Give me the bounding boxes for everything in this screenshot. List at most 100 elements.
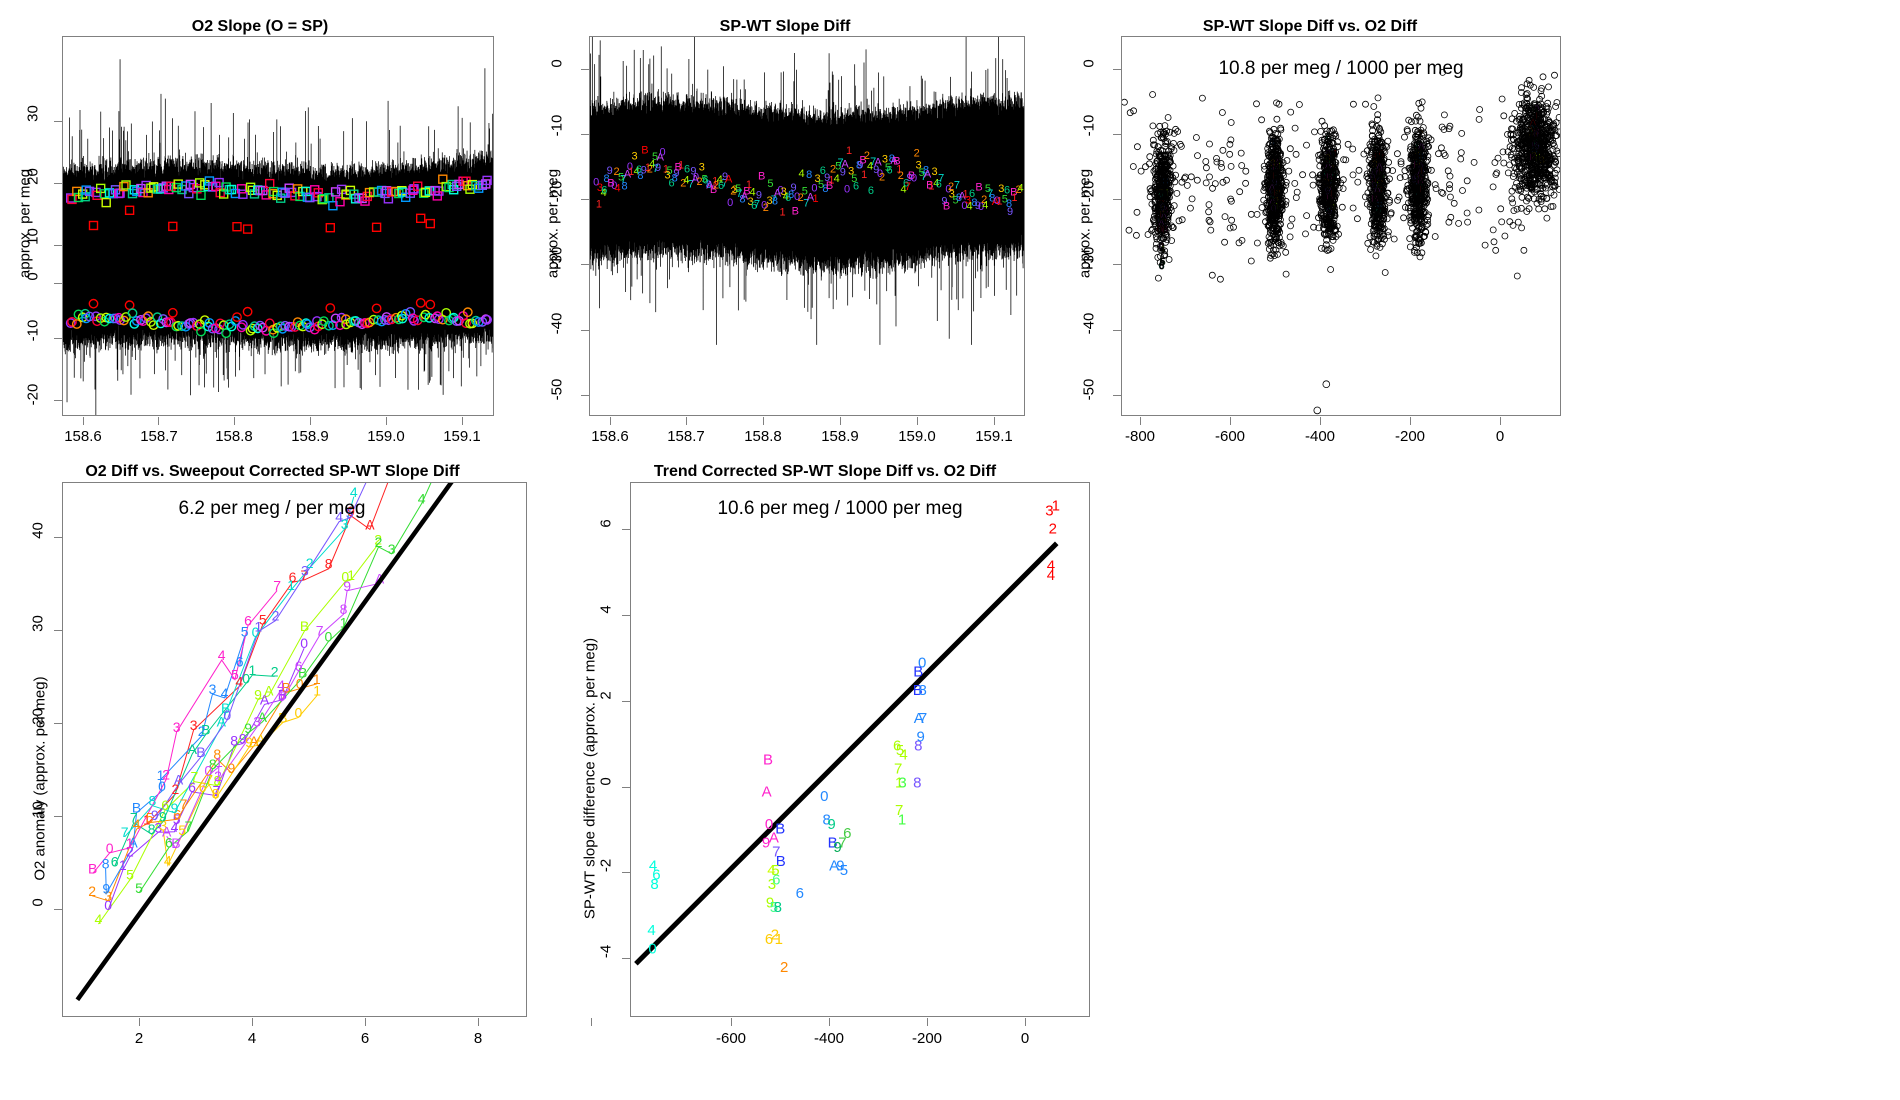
xtickmark-p2-3 [840, 417, 841, 425]
ytickmark-p3-3 [1113, 264, 1121, 265]
panel-trend-corrected-annotation: 10.6 per meg / 1000 per meg [717, 498, 963, 519]
svg-text:1: 1 [780, 206, 786, 218]
svg-text:5: 5 [259, 611, 267, 627]
svg-text:1: 1 [215, 754, 223, 770]
svg-text:6: 6 [161, 797, 169, 813]
svg-text:9: 9 [857, 160, 863, 172]
ytick-p5-2: 2 [597, 691, 615, 700]
svg-text:9: 9 [1272, 178, 1278, 189]
svg-text:6: 6 [853, 181, 859, 193]
svg-text:2: 2 [1049, 521, 1057, 538]
svg-text:4: 4 [221, 685, 229, 701]
svg-text:A: A [1269, 183, 1276, 194]
svg-text:3: 3 [768, 876, 776, 893]
svg-text:6: 6 [936, 179, 942, 191]
ytickmark-p3-0 [1113, 69, 1121, 70]
xtick-p2-2: 158.8 [744, 428, 782, 445]
ytickmark-p4-2 [54, 723, 62, 724]
svg-text:0: 0 [1372, 168, 1378, 179]
svg-text:1: 1 [313, 671, 321, 687]
ytick-p3-m10: -10 [1080, 114, 1098, 137]
svg-text:3: 3 [1531, 151, 1537, 162]
svg-text:2: 2 [948, 181, 954, 193]
p2-run-labels: 0134689B024578A0134689B124579A0135689B12… [593, 145, 1024, 219]
svg-text:6: 6 [1272, 174, 1278, 185]
svg-text:5: 5 [1532, 107, 1538, 118]
svg-text:B: B [758, 171, 765, 183]
svg-text:7: 7 [938, 172, 944, 184]
svg-text:4: 4 [277, 677, 285, 693]
svg-text:A: A [769, 830, 779, 847]
svg-text:9: 9 [245, 734, 253, 750]
svg-text:4: 4 [235, 673, 243, 689]
svg-text:9: 9 [917, 728, 925, 745]
svg-text:7: 7 [130, 810, 138, 826]
svg-text:1: 1 [1419, 166, 1425, 177]
svg-text:2: 2 [614, 166, 620, 178]
svg-text:0: 0 [978, 201, 984, 213]
svg-text:7: 7 [688, 179, 694, 191]
svg-text:5: 5 [346, 505, 354, 521]
svg-text:8: 8 [1377, 200, 1383, 211]
svg-text:2: 2 [1329, 164, 1335, 175]
svg-text:B: B [278, 687, 287, 703]
svg-text:0: 0 [918, 655, 926, 672]
svg-text:5: 5 [919, 167, 925, 179]
svg-text:4: 4 [1330, 203, 1336, 214]
ytick-p5-0: 0 [597, 777, 615, 786]
xtickmark-p1-4 [386, 417, 387, 425]
ytickmark-p2-2 [581, 199, 589, 200]
xtick-p5-2: -200 [911, 1030, 943, 1047]
svg-text:0: 0 [158, 778, 166, 794]
svg-text:5: 5 [851, 173, 857, 185]
svg-text:0: 0 [106, 840, 114, 856]
svg-text:7: 7 [722, 178, 728, 190]
svg-text:7: 7 [895, 802, 903, 819]
svg-text:9: 9 [607, 165, 613, 177]
svg-text:1: 1 [1052, 498, 1060, 515]
xtick-p1-1: 158.7 [140, 428, 178, 445]
svg-text:B: B [908, 170, 915, 182]
svg-text:7: 7 [1414, 155, 1420, 166]
svg-text:3: 3 [1270, 159, 1276, 170]
svg-text:3: 3 [882, 153, 888, 165]
svg-text:4: 4 [1047, 558, 1055, 575]
svg-text:6: 6 [772, 871, 780, 888]
svg-text:8: 8 [1329, 147, 1335, 158]
svg-text:2: 2 [713, 179, 719, 191]
svg-text:6: 6 [1158, 189, 1164, 200]
svg-text:9: 9 [228, 760, 236, 776]
svg-text:6: 6 [785, 192, 791, 204]
xtickmark-p4-4 [591, 1018, 592, 1026]
svg-text:A: A [249, 733, 259, 749]
svg-text:7: 7 [987, 188, 993, 200]
svg-text:6: 6 [684, 163, 690, 175]
p2-noise-band [590, 37, 1024, 345]
svg-text:B: B [196, 744, 205, 760]
svg-text:B: B [88, 861, 97, 877]
svg-text:9: 9 [1419, 166, 1425, 177]
svg-text:B: B [1417, 176, 1424, 187]
svg-text:6: 6 [1326, 133, 1332, 144]
svg-text:0: 0 [765, 816, 773, 833]
svg-text:8: 8 [1532, 119, 1538, 130]
ytickmark-p2-3 [581, 264, 589, 265]
svg-text:5: 5 [241, 624, 249, 640]
svg-text:2: 2 [172, 781, 180, 797]
ytickmark-p2-5 [581, 395, 589, 396]
svg-text:7: 7 [1532, 120, 1538, 131]
svg-text:B: B [1272, 162, 1279, 173]
svg-text:A: A [260, 691, 270, 707]
svg-text:2: 2 [798, 192, 804, 204]
svg-text:1: 1 [812, 193, 818, 205]
svg-text:8: 8 [102, 855, 110, 871]
svg-text:B: B [943, 201, 950, 213]
svg-text:6: 6 [1531, 126, 1537, 137]
svg-text:2: 2 [1161, 218, 1167, 229]
svg-text:5: 5 [767, 178, 773, 190]
svg-text:6: 6 [820, 165, 826, 177]
xtick-p4-4: 10 [0, 1030, 21, 1047]
svg-text:A: A [841, 158, 849, 170]
svg-text:4: 4 [1047, 567, 1055, 584]
